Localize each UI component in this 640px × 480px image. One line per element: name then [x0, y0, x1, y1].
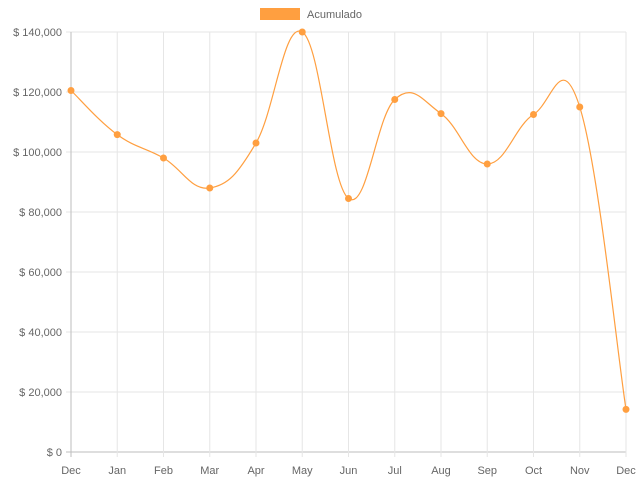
data-point[interactable] [345, 195, 352, 202]
legend[interactable]: Acumulado [260, 8, 362, 21]
y-tick-label: $ 60,000 [19, 267, 62, 279]
x-tick-label: May [292, 465, 313, 477]
y-tick-label: $ 140,000 [13, 27, 62, 39]
data-point[interactable] [113, 131, 121, 139]
x-tick-label: Sep [477, 465, 497, 477]
data-point[interactable] [67, 87, 75, 94]
y-tick-label: $ 120,000 [13, 87, 62, 99]
y-tick-label: $ 40,000 [19, 327, 62, 339]
x-tick-label: Oct [525, 465, 542, 477]
y-tick-label: $ 80,000 [19, 207, 62, 219]
x-tick-label: Feb [154, 465, 173, 477]
axes: $ 0 $ 20,000 $ 40,000 $ 60,000 $ 80,000 $ 100… [13, 27, 636, 477]
data-point[interactable] [576, 103, 584, 111]
x-tick-label: Mar [200, 465, 219, 477]
data-point[interactable] [391, 96, 399, 103]
data-point[interactable] [206, 184, 214, 192]
grid [66, 31, 627, 457]
data-point[interactable] [530, 111, 537, 118]
data-point[interactable] [160, 154, 167, 162]
y-tick-label: $ 100,000 [13, 147, 62, 159]
legend-label-acumulado[interactable]: Acumulado [307, 9, 362, 21]
x-tick-label: Aug [431, 465, 451, 477]
x-tick-label: Jun [340, 465, 358, 477]
x-tick-label: Jan [108, 465, 126, 477]
data-point[interactable] [252, 139, 260, 147]
data-point[interactable] [298, 28, 306, 36]
legend-swatch[interactable] [260, 8, 300, 20]
x-tick-label: Apr [247, 465, 264, 477]
x-tick-label: Dec [616, 465, 636, 477]
series-line-acumulado [70, 30, 627, 410]
data-point[interactable] [622, 405, 630, 413]
x-tick-label: Nov [570, 465, 590, 477]
y-tick-label: $ 0 [47, 447, 62, 459]
series [67, 28, 630, 413]
x-tick-label: Dec [61, 465, 81, 477]
x-tick-label: Jul [388, 465, 402, 477]
y-tick-label: $ 20,000 [19, 387, 62, 399]
data-point[interactable] [483, 160, 491, 168]
data-point[interactable] [437, 110, 445, 118]
